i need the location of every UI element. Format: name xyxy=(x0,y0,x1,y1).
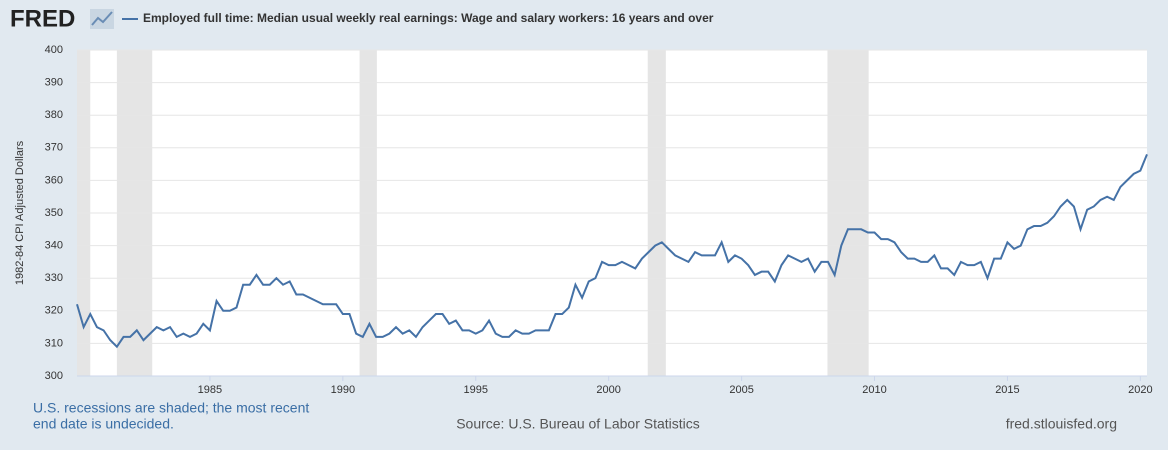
y-tick-label: 360 xyxy=(45,174,63,186)
y-tick-label: 350 xyxy=(45,207,63,219)
y-tick-label: 400 xyxy=(45,44,63,56)
x-tick-label: 2010 xyxy=(862,384,886,396)
y-axis-label: 1982-84 CPI Adjusted Dollars xyxy=(14,140,26,285)
y-tick-label: 370 xyxy=(45,142,63,154)
note: end date is undecided. xyxy=(33,416,174,432)
site: fred.stlouisfed.org xyxy=(1006,416,1117,432)
series-line xyxy=(76,153,1148,349)
y-tick-label: 390 xyxy=(45,77,63,89)
y-tick-label: 300 xyxy=(45,370,63,382)
x-tick-label: 1995 xyxy=(464,384,488,396)
y-tick-label: 310 xyxy=(45,337,63,349)
legend-label: Employed full time: Median usual weekly … xyxy=(143,11,714,25)
x-tick-label: 2015 xyxy=(995,384,1019,396)
y-tick-label: 380 xyxy=(45,109,63,121)
source: Source: U.S. Bureau of Labor Statistics xyxy=(456,416,700,432)
x-tick-label: 2000 xyxy=(596,384,620,396)
y-tick-label: 340 xyxy=(45,240,63,252)
note: U.S. recessions are shaded; the most rec… xyxy=(33,400,309,416)
y-tick-label: 320 xyxy=(45,305,63,317)
y-tick-label: 330 xyxy=(45,272,63,284)
logo-icon xyxy=(90,9,114,29)
x-tick-label: 2005 xyxy=(729,384,753,396)
logo: FRED xyxy=(10,5,75,32)
x-tick-label: 1985 xyxy=(198,384,222,396)
x-tick-label: 1990 xyxy=(331,384,355,396)
x-tick-label: 2020 xyxy=(1128,384,1152,396)
